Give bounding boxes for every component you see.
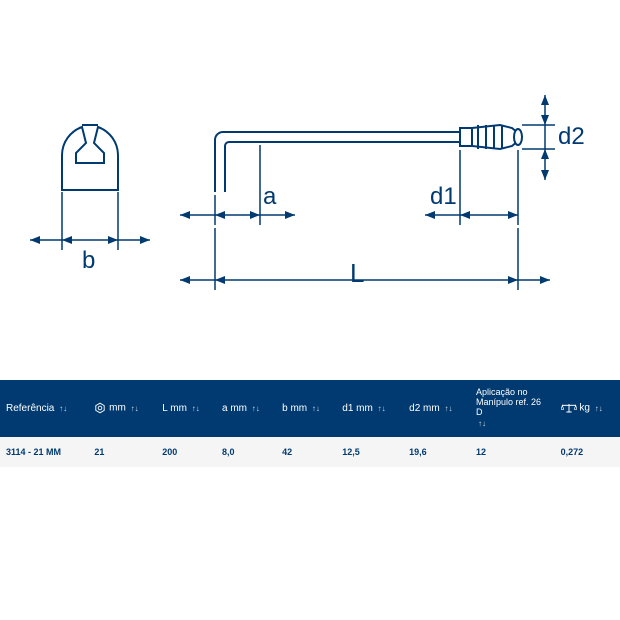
- spec-table-container: Referência ↑↓ mm ↑↓ L mm ↑↓ a mm: [0, 380, 620, 467]
- col-label: d2 mm: [409, 403, 440, 414]
- col-size-mm[interactable]: mm ↑↓: [88, 380, 156, 437]
- sort-icon: ↑↓: [131, 404, 139, 413]
- cell-referencia: 3114 - 21 MM: [0, 437, 88, 467]
- col-label: kg: [579, 403, 590, 414]
- hex-icon: [94, 402, 106, 414]
- cell-size: 21: [88, 437, 156, 467]
- technical-diagram: b a L d1 d2: [0, 0, 620, 380]
- cell-L: 200: [156, 437, 216, 467]
- handle-bar: [215, 125, 522, 192]
- scale-icon: [561, 402, 577, 414]
- sort-icon: ↑↓: [312, 404, 320, 413]
- col-label: mm: [109, 403, 126, 414]
- table-header-row: Referência ↑↓ mm ↑↓ L mm ↑↓ a mm: [0, 380, 620, 437]
- col-application[interactable]: Aplicação no Manípulo ref. 26 D ↑↓: [470, 380, 555, 437]
- diagram-svg: [0, 0, 620, 380]
- col-d2[interactable]: d2 mm ↑↓: [403, 380, 470, 437]
- label-d2: d2: [558, 123, 585, 151]
- sort-icon: ↑↓: [478, 419, 486, 428]
- col-d1[interactable]: d1 mm ↑↓: [336, 380, 403, 437]
- sort-icon: ↑↓: [444, 404, 452, 413]
- cell-kg: 0,272: [555, 437, 620, 467]
- col-label: d1 mm: [342, 403, 373, 414]
- col-label: Referência: [6, 403, 54, 414]
- sort-icon: ↑↓: [192, 404, 200, 413]
- sort-icon: ↑↓: [595, 404, 603, 413]
- cell-a: 8,0: [216, 437, 276, 467]
- spec-table: Referência ↑↓ mm ↑↓ L mm ↑↓ a mm: [0, 380, 620, 467]
- dim-L: [180, 228, 550, 290]
- col-label: Aplicação no Manípulo ref. 26 D: [476, 388, 549, 418]
- dim-b: [30, 192, 150, 250]
- label-d1: d1: [430, 183, 457, 211]
- col-label: a mm: [222, 403, 247, 414]
- cell-d2: 19,6: [403, 437, 470, 467]
- dim-a: [180, 145, 295, 225]
- table-row: 3114 - 21 MM 21 200 8,0 42 12,5 19,6 12 …: [0, 437, 620, 467]
- col-a[interactable]: a mm ↑↓: [216, 380, 276, 437]
- sort-icon: ↑↓: [59, 404, 67, 413]
- col-referencia[interactable]: Referência ↑↓: [0, 380, 88, 437]
- wrench-head: [62, 125, 118, 190]
- col-L[interactable]: L mm ↑↓: [156, 380, 216, 437]
- col-label: b mm: [282, 403, 307, 414]
- col-b[interactable]: b mm ↑↓: [276, 380, 336, 437]
- sort-icon: ↑↓: [378, 404, 386, 413]
- label-a: a: [263, 183, 276, 211]
- cell-d1: 12,5: [336, 437, 403, 467]
- col-weight[interactable]: kg ↑↓: [555, 380, 620, 437]
- cell-b: 42: [276, 437, 336, 467]
- label-b: b: [82, 247, 95, 275]
- cell-app: 12: [470, 437, 555, 467]
- sort-icon: ↑↓: [252, 404, 260, 413]
- label-L: L: [350, 258, 364, 289]
- dim-d2: [522, 95, 555, 180]
- col-label: L mm: [162, 403, 187, 414]
